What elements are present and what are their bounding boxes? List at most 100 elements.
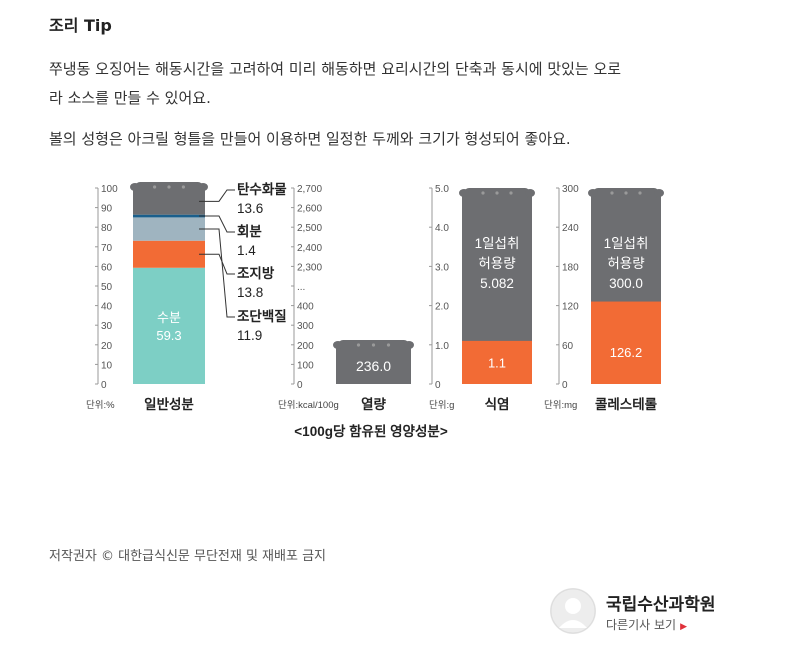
general-tick-label: 20: [101, 341, 113, 352]
energy-bar-cap-dot: [371, 343, 376, 347]
callout-value-0: 13.6: [237, 201, 263, 216]
energy-bar-cap-dot: [356, 343, 361, 347]
general-tick-label: 70: [101, 243, 113, 254]
cholesterol-tick-label: 300: [562, 184, 579, 195]
infographic-caption: <100g당 함유된 영양성분>: [294, 423, 448, 439]
salt-bar-cap-dot: [509, 191, 513, 195]
cholesterol-tick-label: 0: [562, 380, 568, 391]
energy-bar-cap-left: [333, 341, 343, 349]
energy-tick-label: 100: [297, 360, 314, 371]
energy-tick-label: 2,500: [297, 223, 322, 234]
general-bar-cap-right: [198, 183, 208, 191]
cholesterol-value: 126.2: [610, 345, 643, 360]
general-tick-label: 100: [101, 184, 118, 195]
general-segment-0: [133, 267, 205, 384]
cholesterol-unit-label: 단위:mg: [544, 399, 577, 411]
callout-label-3: 조단백질: [237, 308, 287, 324]
general-tick-label: 50: [101, 282, 113, 293]
water-value: 59.3: [156, 328, 181, 343]
salt-bar-cap-dot: [481, 191, 485, 195]
cholesterol-bar-cap-dot: [638, 191, 642, 195]
energy-tick-label: 300: [297, 321, 314, 332]
avatar[interactable]: [550, 588, 596, 634]
callout-label-0: 탄수화물: [237, 181, 287, 197]
callout-value-2: 13.8: [237, 285, 263, 300]
callout-value-3: 11.9: [237, 328, 262, 343]
energy-tick-label: 2,700: [297, 184, 322, 195]
salt-bar-cap-dot: [495, 191, 499, 195]
energy-tick-label: 2,300: [297, 262, 322, 273]
salt-limit-label-2: 허용량: [478, 256, 515, 271]
cholesterol-name-label: 콜레스테롤: [595, 397, 658, 412]
author-name[interactable]: 국립수산과학원: [606, 595, 716, 615]
paragraph-2: 볼의 성형은 아크릴 형틀을 만들어 이용하면 일정한 두께와 크기가 형성되어…: [49, 130, 571, 148]
copyright-notice: 저작권자 © 대한급식신문 무단전재 및 재배포 금지: [49, 549, 326, 564]
callout-label-1: 회분: [237, 224, 262, 239]
paragraph-1: 쭈냉동 오징어는 해동시간을 고려하여 미리 해동하면 요리시간의 단축과 동시…: [49, 55, 739, 113]
energy-tick-label: 2,400: [297, 243, 322, 254]
user-silhouette-icon: [550, 588, 596, 634]
author-profile[interactable]: 국립수산과학원 다른기사 보기 ▶: [550, 588, 750, 638]
paragraph-1-line-1: 쭈냉동 오징어는 해동시간을 고려하여 미리 해동하면 요리시간의 단축과 동시…: [49, 60, 622, 78]
other-articles-label: 다른기사 보기: [606, 618, 677, 632]
energy-bar: [336, 346, 411, 384]
cholesterol-tick-label: 180: [562, 262, 579, 273]
energy-name-label: 열량: [361, 396, 386, 412]
salt-tick-label: 3.0: [435, 262, 449, 273]
general-segment-3: [133, 214, 205, 218]
cholesterol-bar-cap-right: [654, 189, 664, 197]
salt-bar-cap-left: [459, 189, 469, 197]
energy-value: 236.0: [356, 358, 391, 374]
cholesterol-limit-label-2: 허용량: [607, 256, 644, 271]
caret-right-icon: ▶: [680, 622, 687, 632]
cholesterol-value-bar: [591, 301, 661, 384]
nutrition-infographic: 1009080706050403020100수분59.3탄수화물13.6회분1.…: [86, 181, 664, 439]
callout-line-2: [199, 253, 235, 275]
callout-label-2: 조지방: [237, 265, 275, 281]
general-segment-1: [133, 240, 205, 268]
salt-value: 1.1: [488, 355, 506, 370]
general-tick-label: 40: [101, 302, 113, 313]
salt-tick-label: 4.0: [435, 223, 449, 234]
energy-tick-label: ...: [297, 282, 305, 293]
general-bar-cap-dot: [167, 185, 171, 189]
callout-line-3: [199, 228, 235, 318]
callout-value-1: 1.4: [237, 243, 256, 258]
general-segment-2: [133, 217, 205, 241]
cholesterol-bar-cap-left: [588, 189, 598, 197]
cholesterol-tick-label: 240: [562, 223, 579, 234]
salt-limit-value: 5.082: [480, 276, 514, 291]
general-tick-label: 80: [101, 223, 113, 234]
general-tick-label: 0: [101, 380, 107, 391]
other-articles-link[interactable]: 다른기사 보기 ▶: [606, 616, 687, 633]
energy-tick-label: 400: [297, 302, 314, 313]
salt-value-bar: [462, 340, 532, 384]
general-tick-label: 90: [101, 204, 113, 215]
general-bar-cap-dot: [181, 185, 185, 189]
energy-tick-label: 0: [297, 380, 303, 391]
salt-bar-cap-right: [525, 189, 535, 197]
energy-unit-label: 단위:kcal/100g: [278, 399, 339, 411]
cholesterol-bar-cap-dot: [624, 191, 628, 195]
paragraph-1-line-2: 라 소스를 만들 수 있어요.: [49, 89, 211, 107]
general-bar-cap-dot: [153, 185, 157, 189]
cholesterol-bar-cap-dot: [610, 191, 614, 195]
cholesterol-tick-label: 120: [562, 302, 579, 313]
cholesterol-limit-label-1: 1일섭취: [604, 236, 649, 251]
general-segment-4: [133, 188, 205, 215]
callout-line-1: [199, 215, 235, 233]
energy-tick-label: 200: [297, 341, 314, 352]
salt-tick-label: 0: [435, 380, 441, 391]
salt-limit-label-1: 1일섭취: [475, 236, 520, 251]
cholesterol-tick-label: 60: [562, 341, 574, 352]
general-tick-label: 60: [101, 262, 113, 273]
tip-title: 조리 Tip: [49, 16, 112, 35]
salt-tick-label: 2.0: [435, 302, 449, 313]
salt-tick-label: 1.0: [435, 341, 449, 352]
salt-unit-label: 단위:g: [429, 399, 454, 411]
cholesterol-limit-value: 300.0: [609, 276, 643, 291]
salt-name-label: 식염: [485, 397, 510, 412]
general-bar-cap-left: [130, 183, 140, 191]
general-unit-label: 단위:%: [86, 399, 115, 411]
general-name-label: 일반성분: [144, 396, 194, 412]
